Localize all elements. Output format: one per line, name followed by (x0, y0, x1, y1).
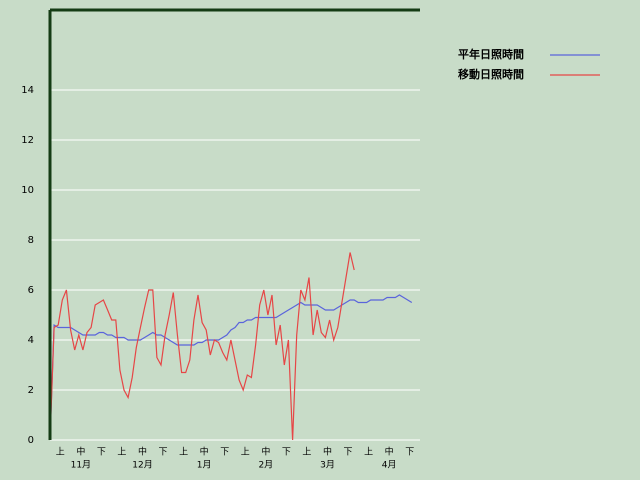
series-line (49, 252, 355, 441)
y-tick-label: 14 (21, 85, 34, 96)
y-tick-label: 6 (28, 285, 34, 296)
x-tick-label: 中 (138, 446, 147, 458)
month-label: 11月 (71, 460, 91, 471)
y-tick-label: 10 (21, 185, 34, 196)
x-tick-label: 上 (179, 447, 188, 458)
x-tick-label: 下 (282, 448, 291, 458)
series-line (49, 294, 413, 441)
month-label: 4月 (382, 460, 397, 471)
y-tick-label: 12 (21, 135, 34, 146)
x-tick-label: 上 (56, 447, 65, 458)
x-tick-label: 上 (241, 447, 250, 458)
x-tick-label: 下 (159, 448, 168, 458)
x-tick-label: 中 (200, 446, 209, 458)
x-tick-label: 中 (385, 446, 394, 458)
legend-label: 移動日照時間 (458, 67, 524, 81)
month-label: 1月 (197, 460, 212, 471)
y-tick-label: 8 (28, 235, 34, 246)
x-tick-label: 上 (302, 447, 311, 458)
y-tick-label: 0 (28, 435, 34, 446)
x-tick-label: 下 (344, 448, 353, 458)
month-label: 12月 (132, 460, 152, 471)
month-label: 2月 (258, 460, 273, 471)
legend-label: 平年日照時間 (458, 47, 524, 61)
x-tick-label: 下 (97, 448, 106, 458)
x-tick-label: 中 (323, 446, 332, 458)
x-tick-label: 中 (261, 446, 270, 458)
month-label: 3月 (320, 460, 335, 471)
x-tick-label: 中 (76, 446, 85, 458)
x-tick-label: 下 (405, 448, 414, 458)
y-tick-label: 4 (28, 335, 34, 346)
x-tick-label: 上 (117, 447, 126, 458)
x-tick-label: 上 (364, 447, 373, 458)
y-tick-label: 2 (28, 385, 34, 396)
x-tick-label: 下 (220, 448, 229, 458)
